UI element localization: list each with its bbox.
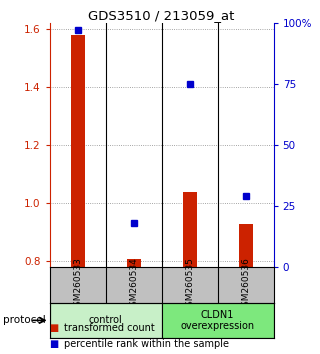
Bar [239,224,252,267]
Text: ■: ■ [50,339,59,349]
Text: ■: ■ [50,323,59,333]
Text: percentile rank within the sample: percentile rank within the sample [64,339,229,349]
Title: GDS3510 / 213059_at: GDS3510 / 213059_at [88,9,235,22]
Bar [71,35,84,267]
Bar [50,303,162,338]
Text: control: control [89,315,123,325]
Text: GSM260536: GSM260536 [241,257,250,313]
Text: transformed count: transformed count [64,323,155,333]
Bar [183,192,196,267]
Text: CLDN1
overexpression: CLDN1 overexpression [180,309,255,331]
Text: GSM260534: GSM260534 [129,258,138,312]
Text: protocol: protocol [3,315,49,325]
Bar [162,303,274,338]
Bar [127,258,140,267]
Text: GSM260533: GSM260533 [73,257,82,313]
Text: GSM260535: GSM260535 [185,257,194,313]
